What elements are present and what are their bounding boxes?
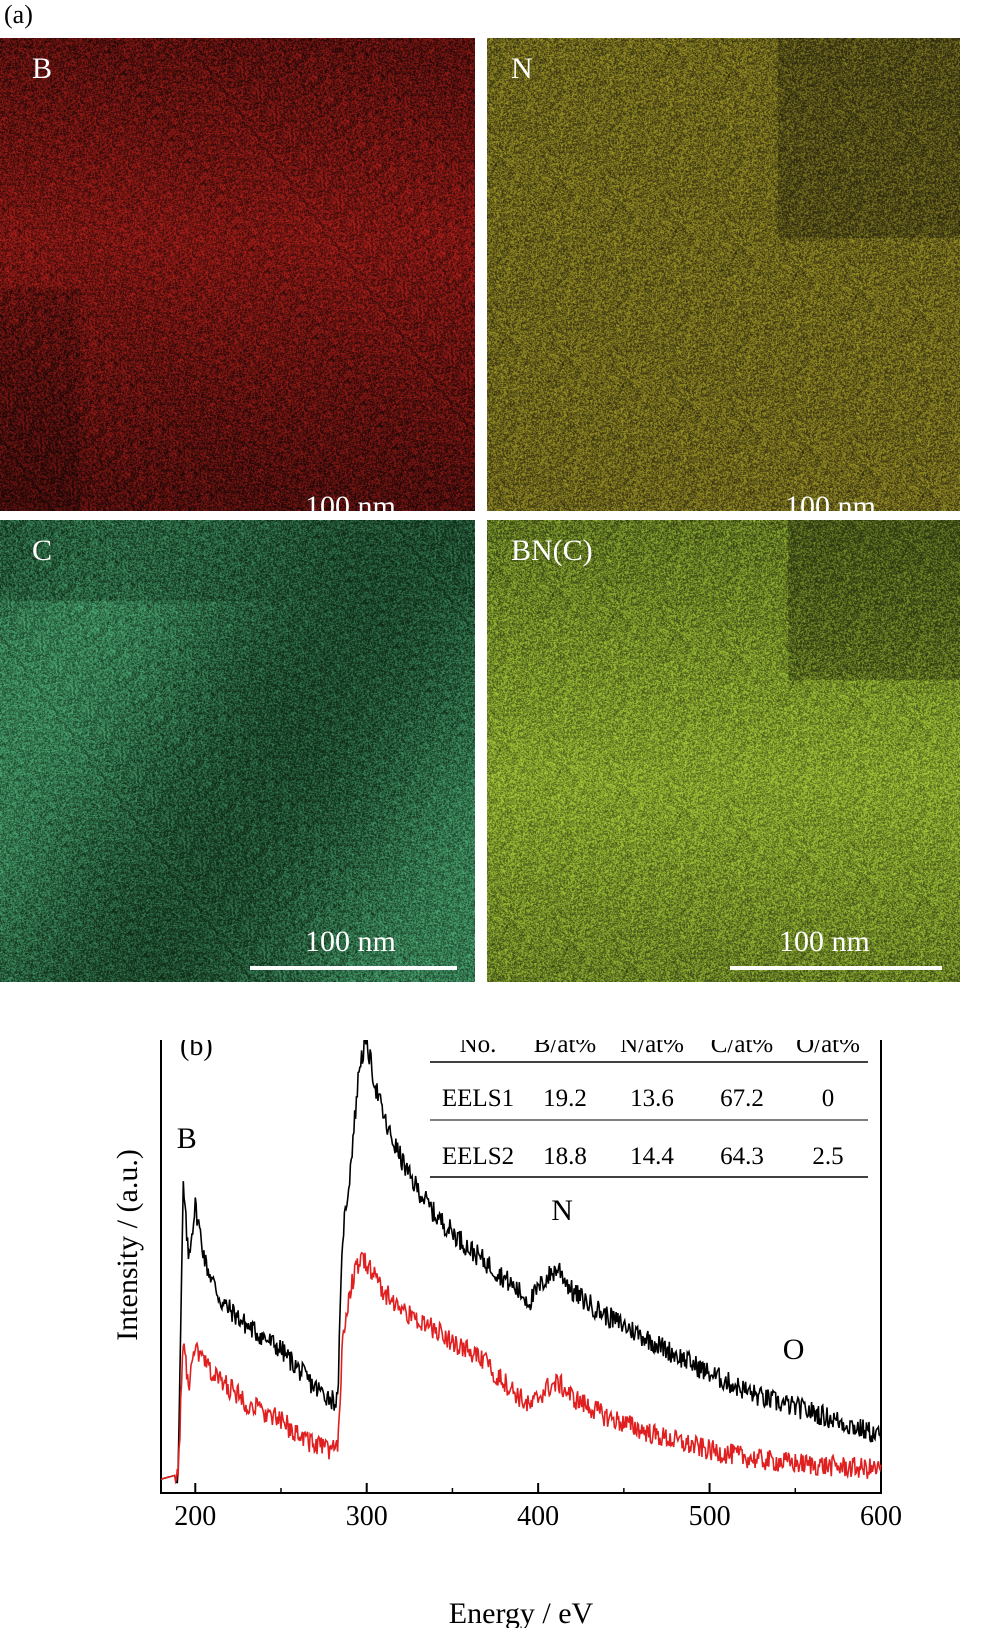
panel-a-label: (a)	[4, 0, 33, 29]
map-element-label: N	[511, 52, 533, 85]
table-cell: 13.6	[630, 1085, 674, 1112]
scale-bar	[730, 966, 942, 970]
map-image-c	[0, 520, 475, 982]
table-cell: EELS2	[442, 1143, 514, 1170]
table-cell: 19.2	[543, 1085, 587, 1112]
plot-frame	[160, 1040, 882, 1494]
table-header-cell: N/at%	[620, 1040, 684, 1058]
map-panel-b: B 100 nm	[0, 38, 475, 511]
table-cell: 14.4	[630, 1143, 674, 1170]
table-cell: 64.3	[720, 1143, 764, 1170]
x-axis-label: Energy / eV	[449, 1597, 594, 1628]
x-tick-label: 600	[860, 1501, 902, 1532]
map-panel-n: N 100 nm	[487, 38, 960, 511]
table-cell: 18.8	[543, 1143, 587, 1170]
spectrum-series-line-1	[160, 1040, 882, 1484]
table-cell: 0	[822, 1085, 835, 1112]
peak-label-o: O	[783, 1333, 805, 1366]
peak-label-n: N	[551, 1194, 573, 1227]
map-panel-bnc: BN(C) 100 nm	[487, 520, 960, 982]
table-header-cell: O/at%	[796, 1040, 860, 1058]
scale-bar-label: 100 nm	[305, 925, 396, 958]
x-tick-label: 300	[346, 1501, 388, 1532]
scale-bar-label: 100 nm	[785, 490, 876, 511]
spectrum-series-line-2	[160, 1251, 882, 1485]
x-tick-label: 500	[689, 1501, 731, 1532]
map-panel-c: C 100 nm	[0, 520, 475, 982]
scale-bar-label: 100 nm	[779, 925, 870, 958]
x-tick-label: 400	[517, 1501, 559, 1532]
map-image-bnc	[487, 520, 960, 982]
table-cell: EELS1	[442, 1085, 514, 1112]
table-header-cell: C/at%	[711, 1040, 774, 1058]
y-axis-label: Intensity / (a.u.)	[111, 1149, 144, 1341]
map-image-n	[487, 38, 960, 511]
table-header-cell: No.	[460, 1040, 497, 1058]
table-cell: 2.5	[812, 1143, 843, 1170]
x-tick-label: 200	[174, 1501, 216, 1532]
scale-bar	[250, 966, 457, 970]
peak-label-b: B	[177, 1122, 197, 1155]
scale-bar-label: 100 nm	[305, 490, 396, 511]
map-image-b	[0, 38, 475, 511]
map-element-label: BN(C)	[511, 534, 593, 567]
map-element-label: C	[32, 534, 53, 567]
panel-b-label: (b)	[180, 1040, 213, 1062]
table-header-cell: B/at%	[534, 1040, 597, 1058]
composition-table: No. B/at% N/at% C/at% O/at% EELS1 19.2 13.6 67.2…	[430, 1040, 868, 1178]
map-element-label: B	[32, 52, 53, 85]
table-cell: 67.2	[720, 1085, 764, 1112]
